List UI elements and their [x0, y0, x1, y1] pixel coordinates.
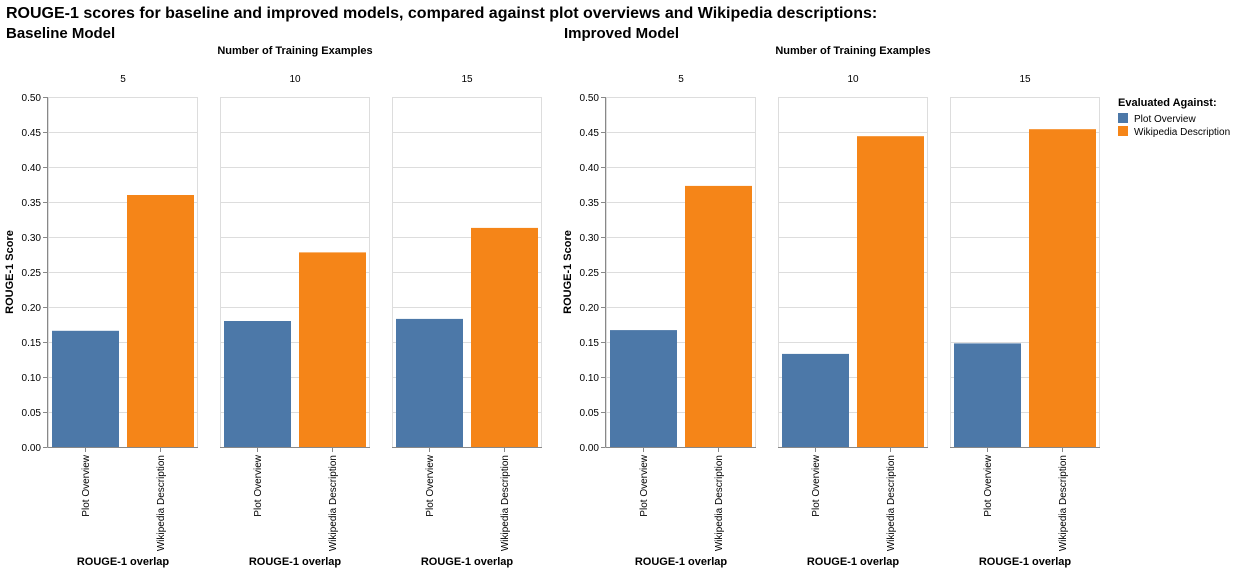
y-tick-label: 0.40 — [22, 163, 42, 174]
x-tick-label: Wikipedia Description — [714, 455, 725, 551]
x-axis-title: ROUGE-1 overlap — [979, 556, 1072, 568]
y-tick-label: 0.15 — [580, 338, 600, 349]
y-tick-label: 0.45 — [22, 128, 42, 139]
chart-title: ROUGE-1 scores for baseline and improved… — [6, 5, 877, 22]
y-tick-label: 0.40 — [580, 163, 600, 174]
facet-label: 5 — [678, 74, 684, 85]
facet-label: 10 — [847, 74, 859, 85]
x-tick-label: Plot Overview — [811, 454, 822, 516]
y-tick-label: 0.25 — [22, 268, 42, 279]
y-tick-label: 0.45 — [580, 128, 600, 139]
x-axis-title: ROUGE-1 overlap — [807, 556, 900, 568]
x-tick-label: Wikipedia Description — [886, 455, 897, 551]
chart-group-improved: Improved Model Number of Training Example… — [562, 25, 1100, 568]
bar-wikipedia-description — [1029, 129, 1096, 447]
x-tick-label: Plot Overview — [983, 454, 994, 516]
bar-wikipedia-description — [685, 185, 752, 447]
y-tick-label: 0.05 — [22, 408, 42, 419]
bar-plot-overview — [52, 330, 119, 447]
legend: Evaluated Against: Plot Overview Wikiped… — [1118, 97, 1230, 138]
bar-plot-overview — [954, 343, 1021, 447]
facet-label: 15 — [461, 74, 473, 85]
facet-header: Number of Training Examples — [775, 45, 930, 57]
x-axis-title: ROUGE-1 overlap — [77, 556, 170, 568]
facet-panel-5: 5 Plot Overview Wikipedia Description ROUGE… — [48, 74, 198, 568]
y-tick-label: 0.30 — [580, 233, 600, 244]
y-tick-label: 0.20 — [22, 303, 42, 314]
chart-subtitle: Baseline Model — [6, 25, 115, 42]
bar-wikipedia-description — [471, 227, 538, 447]
y-tick-label: 0.25 — [580, 268, 600, 279]
chart-panels: Baseline Model Number of Training Example… — [4, 25, 1100, 568]
x-axis-title: ROUGE-1 overlap — [421, 556, 514, 568]
x-tick-label: Plot Overview — [253, 454, 264, 516]
y-tick-label: 0.15 — [22, 338, 42, 349]
facet-label: 15 — [1019, 74, 1031, 85]
y-tick-label: 0.00 — [580, 443, 600, 454]
bar-plot-overview — [224, 321, 291, 447]
x-tick-label: Plot Overview — [639, 454, 650, 516]
y-tick-label: 0.05 — [580, 408, 600, 419]
x-tick-label: Plot Overview — [425, 454, 436, 516]
x-axis-title: ROUGE-1 overlap — [635, 556, 728, 568]
y-tick-label: 0.35 — [22, 198, 42, 209]
chart-group-baseline: Baseline Model Number of Training Example… — [4, 25, 542, 568]
y-tick-label: 0.50 — [22, 93, 42, 104]
x-tick-label: Plot Overview — [81, 454, 92, 516]
facet-panel-5: 5 Plot Overview Wikipedia Description ROUGE… — [606, 74, 756, 568]
y-tick-label: 0.00 — [22, 443, 42, 454]
facet-panel-15: 15 Plot Overview Wikipedia Description ROUG… — [950, 74, 1100, 568]
y-axis-title: ROUGE-1 Score — [562, 230, 574, 314]
legend-swatch-plot-overview — [1118, 113, 1128, 123]
bar-plot-overview — [782, 353, 849, 447]
y-tick-label: 0.35 — [580, 198, 600, 209]
facet-header: Number of Training Examples — [217, 45, 372, 57]
legend-title: Evaluated Against: — [1118, 97, 1217, 109]
y-axis-title: ROUGE-1 Score — [4, 230, 16, 314]
y-tick-label: 0.10 — [580, 373, 600, 384]
bar-plot-overview — [610, 330, 677, 447]
facet-panel-10: 10 Plot Overview Wikipedia Description ROUG… — [778, 74, 928, 568]
legend-label-plot-overview: Plot Overview — [1134, 114, 1196, 125]
x-tick-label: Wikipedia Description — [156, 455, 167, 551]
chart-subtitle: Improved Model — [564, 25, 679, 42]
y-tick-label: 0.30 — [22, 233, 42, 244]
x-axis-title: ROUGE-1 overlap — [249, 556, 342, 568]
x-tick-label: Wikipedia Description — [328, 455, 339, 551]
legend-swatch-wikipedia-description — [1118, 126, 1128, 136]
bar-plot-overview — [396, 318, 463, 447]
x-tick-label: Wikipedia Description — [500, 455, 511, 551]
bar-wikipedia-description — [127, 195, 194, 447]
bar-wikipedia-description — [857, 136, 924, 447]
y-tick-label: 0.10 — [22, 373, 42, 384]
y-axis: 0.00 0.05 0.10 0.15 0.20 0.25 0.30 0.35 0.40 0.45… — [4, 93, 48, 454]
facet-panel-10: 10 Plot Overview Wikipedia Description ROUG… — [220, 74, 370, 568]
y-tick-label: 0.50 — [580, 93, 600, 104]
facet-label: 10 — [289, 74, 301, 85]
facet-label: 5 — [120, 74, 126, 85]
legend-label-wikipedia-description: Wikipedia Description — [1134, 127, 1230, 138]
y-axis: 0.00 0.05 0.10 0.15 0.20 0.25 0.30 0.35 0.40 0.45… — [562, 93, 606, 454]
y-tick-label: 0.20 — [580, 303, 600, 314]
facet-panel-15: 15 Plot Overview Wikipedia Description ROUG… — [392, 74, 542, 568]
x-tick-label: Wikipedia Description — [1058, 455, 1069, 551]
bar-wikipedia-description — [299, 252, 366, 447]
